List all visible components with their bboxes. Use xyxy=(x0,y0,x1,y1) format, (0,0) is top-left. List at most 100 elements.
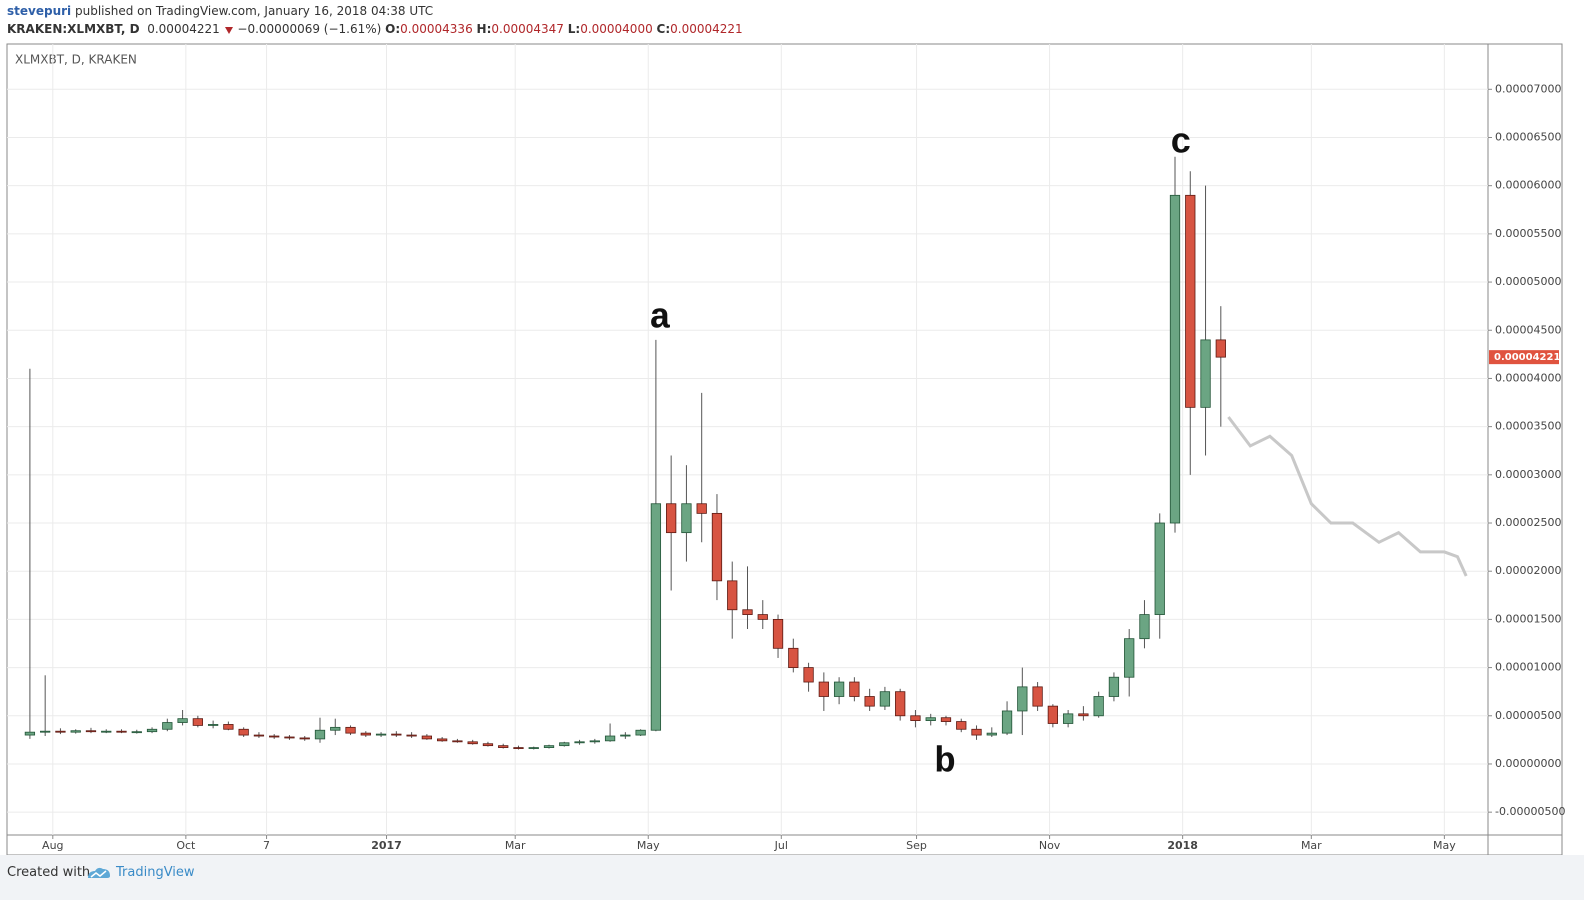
candle-body xyxy=(1001,710,1013,734)
y-tick-label: 0.00007000 xyxy=(1495,82,1561,95)
candle-body xyxy=(192,718,203,726)
y-tick-label: 0.00001500 xyxy=(1495,612,1561,625)
candle-body xyxy=(1185,194,1196,408)
candle-body xyxy=(879,691,891,707)
candle-body xyxy=(666,503,677,534)
y-tick-label: 0.00000000 xyxy=(1495,757,1561,770)
candle-body xyxy=(40,730,51,733)
candle-body xyxy=(284,736,295,739)
y-tick-label: 0.00001000 xyxy=(1495,661,1561,674)
candle-body xyxy=(833,681,845,697)
candle-body xyxy=(711,512,723,582)
x-tick-label: Aug xyxy=(42,839,63,852)
last-price-tag xyxy=(1489,350,1559,365)
y-tick-label: 0.00004000 xyxy=(1495,371,1561,384)
candle-body xyxy=(589,740,600,743)
candle-body xyxy=(391,733,402,736)
candle-body xyxy=(101,730,112,733)
candle-body xyxy=(803,667,814,683)
candle-body xyxy=(207,724,219,726)
candle-body xyxy=(925,717,936,721)
candle-body xyxy=(620,734,631,737)
candle-body xyxy=(131,731,142,734)
candle-body xyxy=(1078,713,1089,717)
projection-line xyxy=(1227,416,1468,577)
y-tick-label: 0.00006500 xyxy=(1495,130,1561,143)
symbol: KRAKEN:XLMXBT, D xyxy=(7,22,140,36)
footer: Created with TradingView xyxy=(0,855,1584,900)
candle-body xyxy=(330,726,341,731)
y-tick-label: 0.00003500 xyxy=(1495,420,1561,433)
candle-body xyxy=(24,731,36,736)
candle-body xyxy=(727,580,738,611)
x-tick-label: Mar xyxy=(1301,839,1322,852)
candle-body xyxy=(818,681,829,697)
down-arrow xyxy=(224,26,233,34)
candle-body xyxy=(971,728,982,736)
brand[interactable]: TradingView xyxy=(116,865,195,880)
candle-body xyxy=(314,729,326,740)
close: 0.00004221 xyxy=(670,22,743,36)
high: 0.00004347 xyxy=(491,22,564,36)
candle-body xyxy=(253,734,265,737)
open: 0.00004336 xyxy=(400,22,473,36)
candle-body xyxy=(1017,686,1028,712)
candle-body xyxy=(467,741,478,745)
candle-body xyxy=(223,724,234,730)
x-tick-label: Nov xyxy=(1039,839,1061,852)
high-label: H: xyxy=(476,22,492,36)
candle-body xyxy=(574,741,585,744)
y-tick-label: 0.00004500 xyxy=(1495,323,1561,336)
candle-body xyxy=(116,730,127,733)
candle-body xyxy=(498,745,509,748)
candle-body xyxy=(940,717,952,722)
y-tick-label: 0.00006000 xyxy=(1495,179,1561,192)
header: stevepuri published on TradingView.com, … xyxy=(0,0,1584,40)
chart-title: XLMXBT, D, KRAKEN xyxy=(15,53,137,67)
candle-body xyxy=(513,747,524,749)
x-tick-label: May xyxy=(637,839,660,852)
candle-body xyxy=(299,737,310,740)
candle-body xyxy=(1047,705,1058,724)
published: published on TradingView.com, January 16… xyxy=(74,4,434,18)
x-tick-label: May xyxy=(1433,839,1456,852)
y-tick-label: 0.00002500 xyxy=(1495,516,1561,529)
candle-body xyxy=(772,618,784,649)
annotation: b xyxy=(934,742,956,783)
candle-body xyxy=(559,742,570,747)
candle-body xyxy=(85,730,97,733)
y-tick-label: 0.00005000 xyxy=(1495,275,1561,288)
candle-body xyxy=(162,722,173,730)
candle-body xyxy=(604,735,616,742)
y-tick-label: 0.00003000 xyxy=(1495,468,1561,481)
candle-body xyxy=(895,691,906,717)
publish-line: stevepuri published on TradingView.com, … xyxy=(7,4,433,18)
candle-body xyxy=(986,732,997,736)
candle-body xyxy=(635,729,646,736)
candle-body xyxy=(650,503,662,731)
created-with: Created with xyxy=(7,865,91,880)
last-price-label: 0.00004221 xyxy=(1494,352,1560,363)
candle-body xyxy=(1032,686,1043,707)
x-tick-label: 2018 xyxy=(1167,839,1198,852)
candle-body xyxy=(1154,522,1165,615)
y-tick-label: 0.00000500 xyxy=(1495,709,1561,722)
candle-body xyxy=(528,747,539,749)
x-tick-label: 2017 xyxy=(371,839,402,852)
candle-body xyxy=(1215,339,1226,358)
candle-body xyxy=(543,745,555,748)
author[interactable]: stevepuri xyxy=(7,4,72,18)
candle-body xyxy=(1062,713,1074,724)
candle-body xyxy=(956,721,967,730)
candle-body xyxy=(452,740,463,743)
candle-body xyxy=(788,647,799,668)
candle-body xyxy=(864,696,875,707)
low-label: L: xyxy=(567,22,581,36)
candle-body xyxy=(696,503,707,514)
x-tick-label: Mar xyxy=(505,839,526,852)
y-tick-label: 0.00002000 xyxy=(1495,564,1561,577)
close-label: C: xyxy=(656,22,671,36)
candle-body xyxy=(1200,339,1211,408)
candle-body xyxy=(238,728,249,736)
candle-body xyxy=(681,503,692,534)
